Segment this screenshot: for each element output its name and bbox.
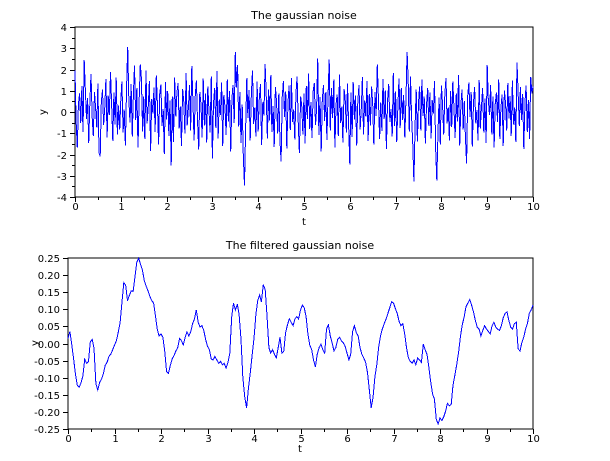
y-tick-label: -0.15 (34, 391, 60, 402)
x-tick-label: 5 (301, 202, 307, 213)
x-tick-label: 4 (255, 202, 261, 213)
y-tick-label: -0.20 (34, 408, 60, 419)
x-tick-label: 1 (118, 202, 124, 213)
y-tick-label: 0.25 (38, 254, 60, 265)
bottom-plot-title: The filtered gaussian noise (225, 239, 374, 252)
y-tick-label: 0.15 (38, 288, 60, 299)
y-tick-label: 2 (61, 66, 67, 77)
x-tick-label: 7 (393, 202, 399, 213)
y-tick-label: 0.05 (38, 322, 60, 333)
x-tick-label: 3 (205, 434, 211, 445)
x-tick-label: 1 (112, 434, 118, 445)
y-tick-label: -1 (57, 129, 67, 140)
top-plot-xlabel: t (302, 217, 306, 228)
y-tick-label: 0 (61, 108, 67, 119)
y-tick-label: 0.00 (38, 340, 60, 351)
y-tick-label: 1 (61, 87, 67, 98)
x-tick-label: 6 (344, 434, 350, 445)
plot-box (67, 257, 534, 430)
x-tick-label: 0 (72, 202, 78, 213)
y-tick-label: -3 (57, 172, 67, 183)
x-tick-label: 5 (298, 434, 304, 445)
x-tick-label: 3 (209, 202, 215, 213)
x-tick-label: 10 (527, 202, 540, 213)
gaussian-noise-line (74, 47, 534, 186)
x-tick-label: 7 (391, 434, 397, 445)
x-tick-label: 8 (437, 434, 443, 445)
y-tick-label: -2 (57, 151, 67, 162)
bottom-plot-ylabel: y (30, 340, 41, 346)
x-tick-label: 4 (251, 434, 257, 445)
x-tick-label: 2 (158, 434, 164, 445)
y-tick-label: -0.05 (34, 357, 60, 368)
x-tick-label: 9 (484, 202, 490, 213)
y-tick-label: 3 (61, 44, 67, 55)
x-tick-label: 10 (527, 434, 540, 445)
bottom-plot-xlabel: t (298, 444, 302, 455)
y-tick-label: -4 (57, 193, 67, 204)
y-tick-label: -0.10 (34, 374, 60, 385)
y-tick-label: 4 (61, 23, 67, 34)
top-plot-ylabel: y (38, 109, 49, 115)
top-plot-title: The gaussian noise (250, 9, 357, 22)
x-tick-label: 9 (484, 434, 490, 445)
y-tick-label: 0.20 (38, 271, 60, 282)
y-tick-label: 0.10 (38, 305, 60, 316)
filtered-noise-line (67, 256, 534, 426)
x-tick-label: 2 (164, 202, 170, 213)
x-tick-label: 6 (347, 202, 353, 213)
y-tick-label: -0.25 (34, 425, 60, 436)
x-tick-label: 0 (65, 434, 71, 445)
x-tick-label: 8 (438, 202, 444, 213)
